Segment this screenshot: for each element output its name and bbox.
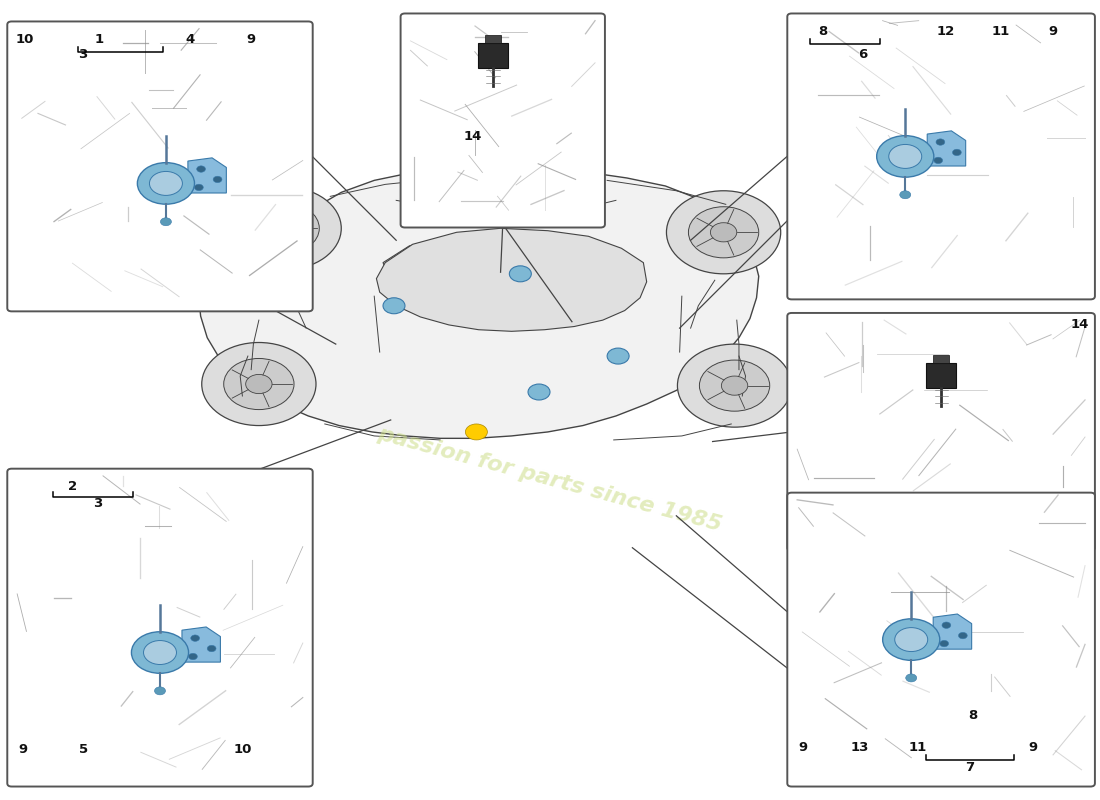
Circle shape [889, 145, 922, 169]
FancyBboxPatch shape [8, 469, 312, 786]
Circle shape [711, 222, 737, 242]
Text: 11: 11 [991, 25, 1010, 38]
Text: 2: 2 [67, 480, 77, 493]
Text: 10: 10 [233, 743, 252, 756]
Circle shape [958, 632, 967, 638]
Text: 3: 3 [92, 498, 102, 510]
Circle shape [936, 139, 945, 146]
Text: 11: 11 [909, 741, 927, 754]
FancyBboxPatch shape [400, 14, 605, 227]
Polygon shape [383, 232, 636, 314]
Circle shape [953, 150, 961, 156]
FancyBboxPatch shape [8, 22, 312, 311]
Text: 9: 9 [18, 743, 28, 756]
Circle shape [213, 176, 222, 182]
Text: 14: 14 [1070, 318, 1089, 330]
Circle shape [934, 158, 943, 164]
Circle shape [195, 184, 204, 190]
Circle shape [939, 640, 948, 646]
Text: 9: 9 [1028, 741, 1038, 754]
Circle shape [154, 687, 165, 695]
Polygon shape [927, 131, 966, 166]
FancyBboxPatch shape [788, 14, 1094, 299]
Text: 8: 8 [968, 709, 978, 722]
Circle shape [894, 628, 927, 651]
Circle shape [161, 218, 172, 226]
Circle shape [271, 218, 297, 238]
Circle shape [207, 646, 216, 652]
Circle shape [138, 162, 195, 204]
Circle shape [143, 641, 176, 665]
Text: 6: 6 [858, 49, 868, 62]
Text: 14: 14 [464, 130, 482, 143]
Polygon shape [376, 228, 647, 331]
Bar [934, 355, 949, 363]
Circle shape [607, 348, 629, 364]
Text: 5: 5 [78, 743, 88, 756]
Bar [485, 35, 501, 43]
Text: 7: 7 [965, 761, 975, 774]
Text: 8: 8 [817, 25, 827, 38]
Text: 3: 3 [78, 49, 88, 62]
Bar [477, 43, 508, 69]
Circle shape [249, 202, 319, 254]
Text: 4: 4 [185, 33, 195, 46]
Circle shape [700, 360, 770, 411]
Circle shape [900, 190, 911, 198]
Polygon shape [182, 627, 220, 662]
Circle shape [245, 374, 272, 394]
Circle shape [150, 171, 183, 195]
Circle shape [678, 344, 792, 427]
Bar [926, 363, 957, 389]
Circle shape [465, 424, 487, 440]
Polygon shape [933, 614, 971, 649]
Circle shape [383, 298, 405, 314]
Text: 9: 9 [1048, 25, 1058, 38]
Circle shape [197, 166, 206, 172]
Circle shape [509, 266, 531, 282]
Text: 10: 10 [15, 33, 34, 46]
Polygon shape [198, 167, 759, 438]
Text: 9: 9 [799, 741, 807, 754]
Text: 13: 13 [850, 741, 869, 754]
Circle shape [131, 632, 188, 674]
Circle shape [722, 376, 748, 395]
Circle shape [667, 190, 781, 274]
FancyBboxPatch shape [788, 313, 1094, 551]
Circle shape [223, 358, 294, 410]
Polygon shape [188, 158, 227, 193]
Circle shape [227, 186, 341, 270]
Circle shape [905, 674, 916, 682]
Text: 1: 1 [95, 33, 104, 46]
Circle shape [190, 635, 199, 642]
Circle shape [877, 136, 934, 177]
Text: 9: 9 [246, 33, 255, 46]
Circle shape [689, 206, 759, 258]
Text: passion for parts since 1985: passion for parts since 1985 [375, 424, 725, 535]
Text: 12: 12 [936, 25, 955, 38]
Circle shape [942, 622, 950, 629]
Circle shape [201, 342, 316, 426]
Circle shape [528, 384, 550, 400]
Circle shape [188, 654, 197, 660]
FancyBboxPatch shape [788, 493, 1094, 786]
Circle shape [882, 619, 939, 660]
